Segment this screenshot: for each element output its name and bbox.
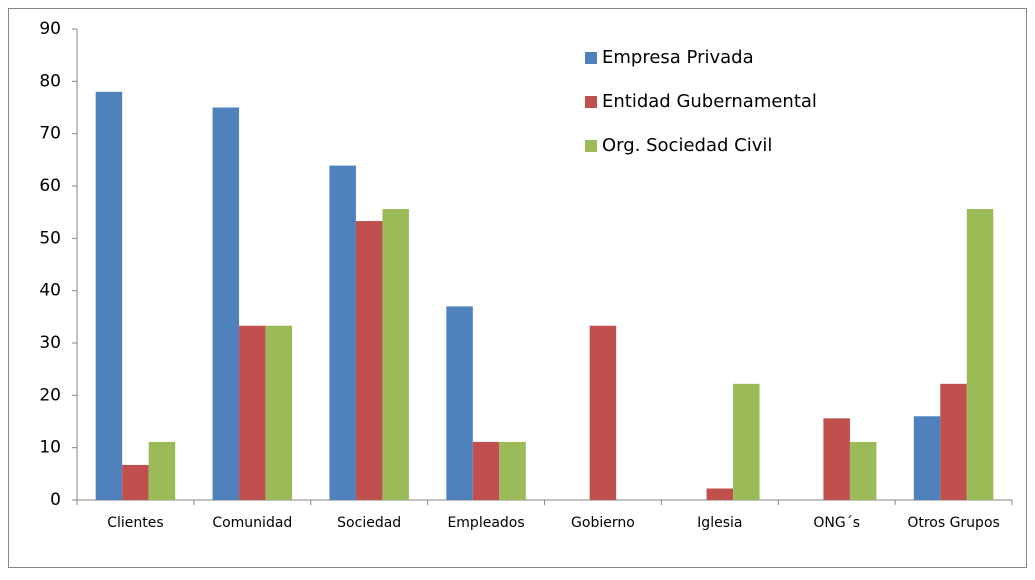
y-tick-label: 60 (39, 176, 61, 196)
bar (382, 209, 409, 500)
bar (913, 416, 941, 500)
y-tick-label: 50 (39, 228, 61, 248)
legend-label: Empresa Privada (602, 47, 754, 68)
y-tick-label: 0 (50, 490, 61, 510)
bar (706, 488, 734, 500)
bar (849, 441, 877, 500)
y-tick-label: 20 (39, 385, 61, 405)
bar (966, 209, 994, 500)
bar (499, 441, 526, 500)
x-tick-label: Iglesia (697, 515, 742, 531)
y-tick-label: 80 (39, 71, 61, 91)
x-tick-label: Comunidad (212, 515, 292, 531)
x-tick-label: Otros Grupos (907, 515, 1000, 531)
bar (122, 464, 149, 500)
bar (355, 221, 383, 500)
bar (148, 441, 176, 500)
y-tick-label: 10 (39, 438, 61, 458)
y-tick-label: 70 (39, 124, 61, 144)
bar (212, 107, 240, 500)
bar (472, 441, 500, 500)
bar (446, 306, 473, 500)
bar (95, 91, 123, 501)
legend-swatch (585, 52, 597, 64)
y-tick-label: 40 (39, 281, 61, 301)
bar (940, 383, 967, 500)
x-tick-label: Clientes (107, 515, 163, 531)
x-tick-label: Gobierno (571, 515, 635, 531)
bar (329, 165, 356, 500)
x-tick-label: Empleados (447, 515, 524, 531)
bar (589, 325, 617, 500)
bar (239, 325, 266, 500)
bar (823, 418, 850, 500)
legend-swatch (585, 140, 597, 152)
bar (265, 325, 293, 500)
bar (733, 383, 760, 500)
x-tick-label: Sociedad (337, 515, 401, 531)
legend-label: Org. Sociedad Civil (602, 135, 772, 156)
x-tick-label: ONG´s (813, 515, 860, 531)
legend-swatch (585, 96, 597, 108)
legend-label: Entidad Gubernamental (602, 91, 817, 112)
y-tick-label: 30 (39, 333, 61, 353)
y-tick-label: 90 (39, 19, 61, 39)
